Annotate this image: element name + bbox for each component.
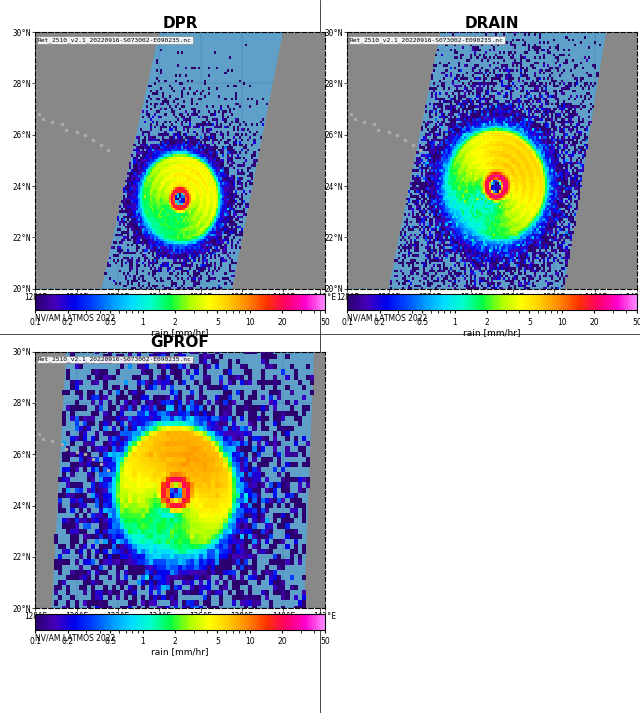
Title: DRAIN: DRAIN	[465, 16, 519, 31]
Polygon shape	[304, 352, 324, 608]
X-axis label: rain [mm/hr]: rain [mm/hr]	[151, 328, 209, 337]
Text: Ret_2510_v2.1_20220916-S073002-E090235.nc: Ret_2510_v2.1_20220916-S073002-E090235.n…	[38, 356, 192, 362]
Polygon shape	[564, 32, 637, 289]
X-axis label: rain [mm/hr]: rain [mm/hr]	[463, 328, 521, 337]
Title: DPR: DPR	[163, 16, 198, 31]
Text: NV/AM LATMOS 2022: NV/AM LATMOS 2022	[35, 633, 115, 642]
Text: Ret_2510_v2.1_20220916-S073002-E090235.nc: Ret_2510_v2.1_20220916-S073002-E090235.n…	[350, 37, 504, 43]
Text: NV/AM LATMOS 2022: NV/AM LATMOS 2022	[347, 314, 428, 323]
X-axis label: rain [mm/hr]: rain [mm/hr]	[151, 647, 209, 657]
Polygon shape	[232, 32, 324, 289]
Polygon shape	[35, 352, 66, 608]
Title: GPROF: GPROF	[150, 335, 209, 350]
Polygon shape	[35, 32, 159, 289]
Text: Ret_2510_v2.1_20220916-S073002-E090235.nc: Ret_2510_v2.1_20220916-S073002-E090235.n…	[38, 37, 192, 43]
Polygon shape	[347, 32, 440, 289]
Text: NV/AM LATMOS 2022: NV/AM LATMOS 2022	[35, 314, 115, 323]
